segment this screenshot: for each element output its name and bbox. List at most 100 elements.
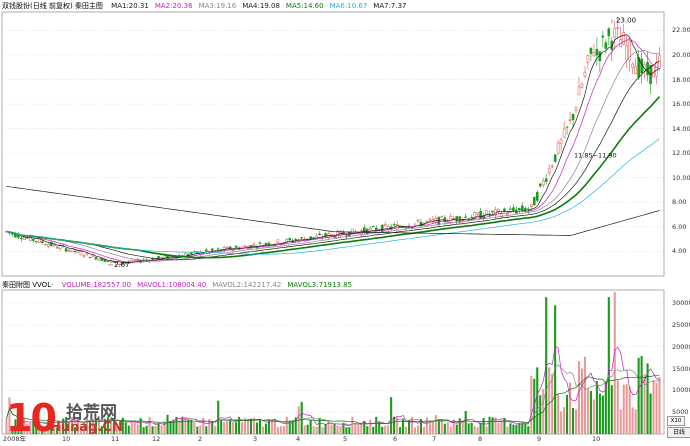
watermark-number: 10 xyxy=(6,396,57,440)
volume-bar xyxy=(11,426,14,434)
time-tick-label: 11 xyxy=(111,435,120,443)
volume-bar xyxy=(518,422,521,434)
candle-body xyxy=(491,210,494,213)
volume-bar xyxy=(184,417,187,434)
volume-bar xyxy=(249,418,253,434)
volume-bar xyxy=(139,418,142,434)
volume-bar xyxy=(399,427,402,434)
candle-body xyxy=(49,241,53,246)
candle-body xyxy=(23,237,26,240)
ma-line-5 xyxy=(6,96,661,259)
volume-bar xyxy=(187,419,190,434)
volume-bar xyxy=(190,419,193,434)
zoom-x10-button[interactable]: X10 xyxy=(667,416,685,426)
candle-body xyxy=(225,247,229,250)
volume-bar xyxy=(342,422,345,434)
candle-body xyxy=(204,249,208,252)
volume-bar xyxy=(26,423,29,434)
volume-bar xyxy=(560,411,563,434)
volume-bar xyxy=(151,426,154,434)
volume-bar xyxy=(583,356,587,434)
candle-body xyxy=(580,84,584,88)
ma-legend-item-2: MA2:20.36 xyxy=(154,2,193,10)
volume-title: 秦田附图 VVOL· xyxy=(2,281,54,289)
candle-body xyxy=(583,71,587,77)
volume-bar xyxy=(56,427,59,434)
candle-body xyxy=(190,252,193,255)
ma-line-3 xyxy=(6,50,660,262)
candle-body xyxy=(440,216,444,218)
time-tick-label: 5 xyxy=(343,435,348,443)
ma-legend-item-3: MA3:19.16 xyxy=(198,2,237,10)
volume-bar xyxy=(548,367,551,434)
period-daily-button[interactable]: 日线 xyxy=(667,427,690,438)
volume-bar xyxy=(571,408,575,434)
volume-bar xyxy=(503,417,506,434)
volume-bar xyxy=(169,421,172,434)
volume-bar xyxy=(285,416,288,434)
candle-body xyxy=(571,114,575,121)
volume-bar xyxy=(163,421,166,434)
candle-body xyxy=(100,257,104,261)
volume-bar xyxy=(47,418,50,434)
volume-bar xyxy=(157,424,160,434)
volume-bar xyxy=(23,417,26,434)
candle-body xyxy=(476,212,479,215)
candle-body xyxy=(604,42,608,49)
candle-body xyxy=(354,231,357,235)
volume-bar xyxy=(428,421,431,434)
price-tick-label: 20.00 xyxy=(672,50,690,59)
ma-legend-item-1: MA1:20.31 xyxy=(111,2,149,10)
volume-bar xyxy=(643,374,646,434)
volume-legend-item-2: MAVOL1:108004.40 xyxy=(137,281,207,289)
candle-body xyxy=(187,253,190,256)
candle-body xyxy=(547,168,551,174)
volume-bar xyxy=(509,423,512,434)
volume-bar xyxy=(390,397,393,434)
volume-bar xyxy=(637,357,640,434)
volume-bar xyxy=(407,420,411,434)
time-tick-label: 9 xyxy=(537,435,542,443)
volume-bar xyxy=(381,426,384,434)
volume-bar xyxy=(580,368,584,434)
ma-legend-item-7: MA7:7.37 xyxy=(373,2,407,10)
candle-body xyxy=(395,224,399,231)
price-tick-label: 6.00 xyxy=(672,222,687,231)
volume-bar xyxy=(616,379,619,434)
volume-bar xyxy=(652,379,655,434)
candle-body xyxy=(512,207,515,212)
volume-bar xyxy=(315,426,318,434)
mid-annotation: 11.85~11.90 xyxy=(574,151,617,159)
candle-body xyxy=(553,154,557,162)
ma-legend-item-6: MA6:10.67 xyxy=(329,2,368,10)
volume-bar xyxy=(35,417,38,434)
candle-body xyxy=(655,62,658,77)
volume-bar xyxy=(264,423,267,434)
volume-tick-label: 30000 xyxy=(672,299,690,308)
candle-body xyxy=(589,47,593,54)
volume-bar xyxy=(100,425,103,434)
watermark-logo: 10 拾荒网 Hunag.CN xyxy=(6,396,156,440)
candle-body xyxy=(43,244,47,246)
volume-bar xyxy=(94,419,97,434)
volume-bar xyxy=(246,419,250,434)
candle-body xyxy=(404,227,408,229)
volume-bar xyxy=(166,414,169,434)
volume-bar xyxy=(321,427,324,434)
volume-bar xyxy=(133,421,136,434)
volume-bar xyxy=(604,381,607,434)
time-tick-label: 10 xyxy=(62,435,71,443)
chart-title: 双钱股份(日线 前复权) 秦田主图 xyxy=(2,2,103,10)
volume-tick-label: 15000 xyxy=(672,364,690,373)
candle-body xyxy=(112,261,116,263)
volume-bar xyxy=(327,420,330,434)
high-annotation: 23.00 xyxy=(616,16,636,24)
volume-bar xyxy=(109,417,112,434)
volume-bar xyxy=(136,424,139,434)
candle-body xyxy=(243,245,247,247)
volume-tick-label: 20000 xyxy=(672,342,690,351)
candle-body xyxy=(521,205,524,211)
candle-body xyxy=(258,242,262,244)
volume-bar xyxy=(598,393,601,434)
